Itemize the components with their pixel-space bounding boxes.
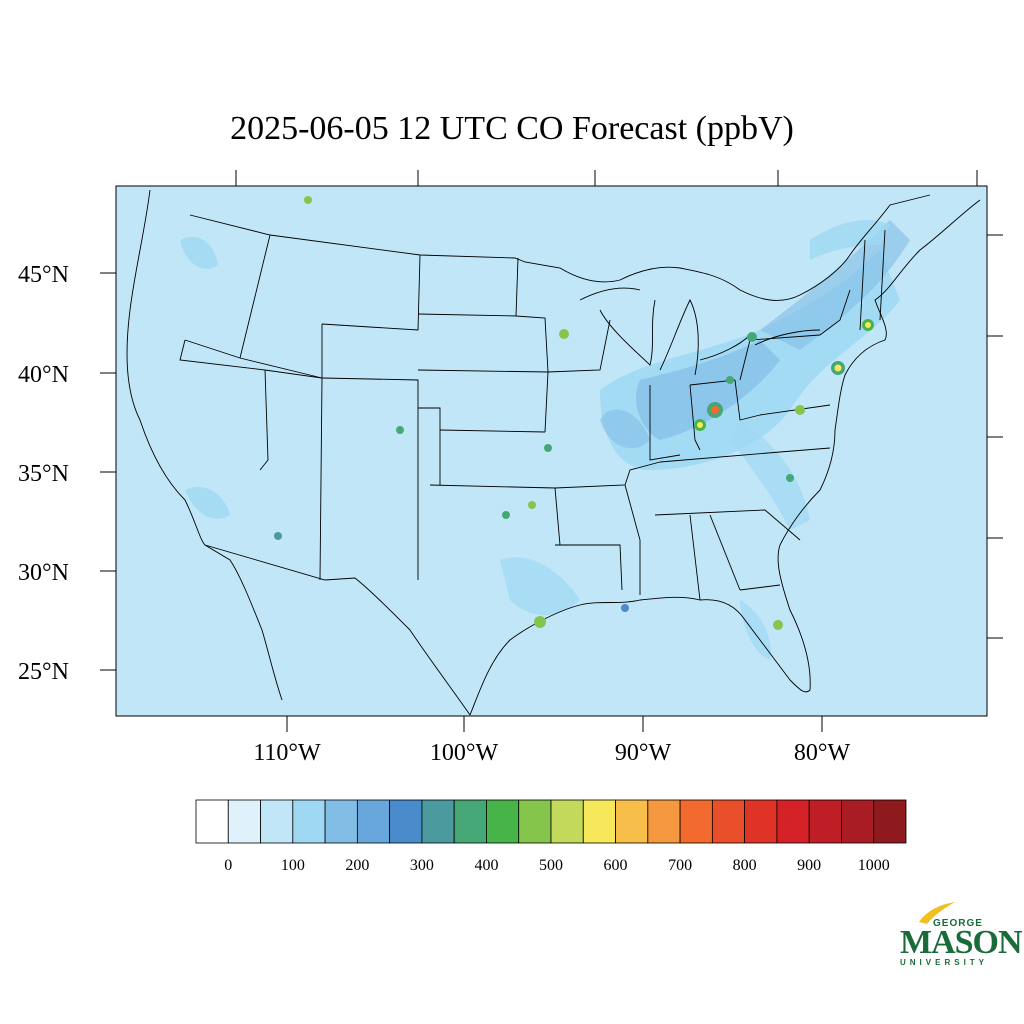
- gmu-logo: GEORGE MASON UNIVERSITY: [895, 900, 1023, 970]
- hotspot-new-york: [831, 361, 845, 375]
- hotspot-chicago: [707, 402, 723, 418]
- logo-university: UNIVERSITY: [900, 958, 989, 967]
- colorbar: [195, 799, 907, 844]
- colorbar-label: 1000: [858, 857, 890, 874]
- hotspot-toronto: [747, 332, 757, 342]
- hotspot-houston: [534, 616, 546, 628]
- colorbar-swatch: [324, 799, 358, 844]
- hotspot-pittsburgh: [795, 405, 805, 415]
- colorbar-swatch: [421, 799, 455, 844]
- colorbar-label: 900: [797, 857, 821, 874]
- colorbar-swatch: [744, 799, 778, 844]
- colorbar-swatch: [292, 799, 326, 844]
- hotspot-detroit: [694, 419, 706, 431]
- colorbar-swatch: [808, 799, 842, 844]
- colorbar-label: 300: [410, 857, 434, 874]
- colorbar-swatch: [195, 799, 229, 844]
- colorbar-swatch: [711, 799, 746, 844]
- colorbar-label: 700: [668, 857, 692, 874]
- colorbar-swatch: [550, 799, 584, 844]
- hotspot-tampa: [773, 620, 783, 630]
- hotspot-denver: [396, 426, 404, 434]
- lon-label: 90°W: [615, 740, 672, 766]
- colorbar-swatch: [615, 799, 649, 844]
- colorbar-swatch: [873, 799, 907, 844]
- coastlines-and-borders: [126, 189, 981, 716]
- hotspot-dallas: [528, 501, 536, 509]
- colorbar-labels: 0 100 200 300 400 500 600 700 800 900 1000: [224, 857, 889, 874]
- colorbar-swatch: [518, 799, 552, 844]
- colorbar-label: 200: [345, 857, 369, 874]
- lat-label: 30°N: [18, 560, 69, 586]
- hotspot-new-orleans: [621, 604, 629, 612]
- hotspot-boston: [862, 319, 874, 331]
- hotspot-kansas-city: [544, 444, 552, 452]
- colorbar-swatch: [389, 799, 423, 844]
- colorbar-swatch: [260, 799, 294, 844]
- lat-label: 35°N: [18, 461, 69, 487]
- colorbar-swatch: [776, 799, 810, 844]
- colorbar-label: 100: [281, 857, 305, 874]
- hotspot-oklahoma: [502, 511, 510, 519]
- lat-label: 25°N: [18, 659, 69, 685]
- colorbar-swatch: [453, 799, 487, 844]
- map-title: 2025-06-05 12 UTC CO Forecast (ppbV): [230, 110, 794, 147]
- co-concentration-field: [180, 220, 910, 660]
- colorbar-swatch: [582, 799, 616, 844]
- colorbar-label: 500: [539, 857, 563, 874]
- logo-george: GEORGE: [933, 918, 983, 929]
- colorbar-swatch: [356, 799, 391, 844]
- colorbar-swatch: [647, 799, 681, 844]
- colorbar-swatch: [841, 799, 875, 844]
- colorbar-label: 800: [733, 857, 757, 874]
- lat-label: 45°N: [18, 262, 69, 288]
- colorbar-label: 400: [474, 857, 498, 874]
- lon-label: 80°W: [794, 740, 851, 766]
- hotspot-arizona: [274, 532, 282, 540]
- logo-mason: MASON: [900, 924, 1023, 961]
- hotspot-minneapolis: [559, 329, 569, 339]
- lon-label: 110°W: [253, 740, 321, 766]
- colorbar-swatch: [679, 799, 713, 844]
- hotspot-atlanta: [786, 474, 794, 482]
- hotspot-montana: [304, 196, 312, 204]
- lon-label: 100°W: [430, 740, 499, 766]
- colorbar-label: 600: [604, 857, 628, 874]
- colorbar-swatch: [227, 799, 261, 844]
- colorbar-label: 0: [224, 857, 232, 874]
- hotspot-cleveland: [726, 376, 734, 384]
- colorbar-swatch: [486, 799, 520, 844]
- lat-label: 40°N: [18, 362, 69, 388]
- co-hotspots: [274, 196, 874, 630]
- flame-icon: [919, 902, 955, 924]
- axis-ticks: [100, 170, 1003, 732]
